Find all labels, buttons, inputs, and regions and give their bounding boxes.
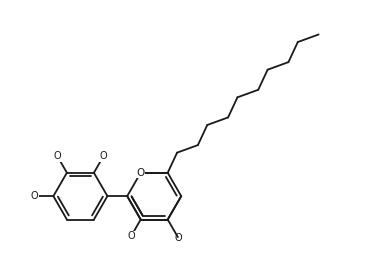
- Text: O: O: [137, 168, 145, 178]
- Text: O: O: [100, 151, 107, 161]
- Text: O: O: [31, 191, 38, 201]
- Text: O: O: [174, 233, 182, 243]
- Text: O: O: [54, 151, 61, 161]
- Text: O: O: [128, 231, 135, 241]
